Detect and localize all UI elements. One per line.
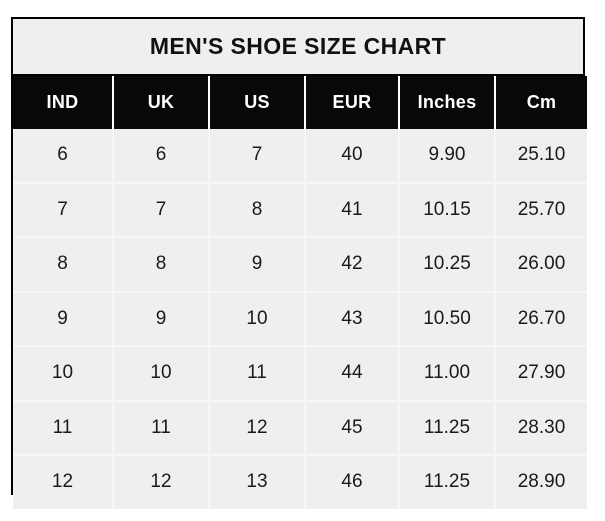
cell-cm: 25.70 — [495, 182, 587, 238]
cell-cm: 26.70 — [495, 291, 587, 347]
cell-uk: 6 — [113, 129, 210, 184]
cell-uk: 10 — [113, 346, 210, 402]
cell-ind: 11 — [13, 400, 114, 456]
cell-inches: 9.90 — [399, 129, 496, 184]
cell-us: 10 — [209, 291, 306, 347]
cell-us: 11 — [209, 346, 306, 402]
cell-cm: 26.00 — [495, 237, 587, 293]
cell-uk: 11 — [113, 400, 210, 456]
cell-eur: 43 — [305, 291, 400, 347]
column-header-ind: IND — [13, 76, 114, 129]
size-chart-container: MEN'S SHOE SIZE CHART IND UK US EUR Inch… — [11, 17, 587, 509]
cell-ind: 9 — [13, 291, 114, 347]
cell-uk: 8 — [113, 237, 210, 293]
column-header-inches: Inches — [399, 76, 496, 129]
cell-inches: 10.25 — [399, 237, 496, 293]
cell-cm: 27.90 — [495, 346, 587, 402]
cell-us: 12 — [209, 400, 306, 456]
cell-eur: 42 — [305, 237, 400, 293]
table-header-row: IND UK US EUR Inches Cm — [13, 76, 587, 129]
cell-us: 8 — [209, 182, 306, 238]
cell-eur: 46 — [305, 455, 400, 509]
cell-uk: 9 — [113, 291, 210, 347]
cell-us: 13 — [209, 455, 306, 509]
cell-inches: 10.15 — [399, 182, 496, 238]
cell-inches: 11.25 — [399, 455, 496, 509]
page-title: MEN'S SHOE SIZE CHART — [13, 19, 583, 76]
cell-us: 7 — [209, 129, 306, 184]
shoe-size-table: IND UK US EUR Inches Cm 6 6 7 40 9.90 25… — [13, 76, 587, 509]
cell-ind: 8 — [13, 237, 114, 293]
column-header-eur: EUR — [305, 76, 400, 129]
table-row: 6 6 7 40 9.90 25.10 — [13, 129, 587, 184]
cell-uk: 7 — [113, 182, 210, 238]
column-header-us: US — [209, 76, 306, 129]
cell-inches: 11.00 — [399, 346, 496, 402]
cell-ind: 10 — [13, 346, 114, 402]
cell-cm: 28.90 — [495, 455, 587, 509]
column-header-cm: Cm — [495, 76, 587, 129]
cell-eur: 45 — [305, 400, 400, 456]
cell-inches: 10.50 — [399, 291, 496, 347]
column-header-uk: UK — [113, 76, 210, 129]
cell-ind: 7 — [13, 182, 114, 238]
table-header: IND UK US EUR Inches Cm — [13, 76, 587, 129]
table-row: 11 11 12 45 11.25 28.30 — [13, 400, 587, 456]
cell-eur: 40 — [305, 129, 400, 184]
cell-cm: 25.10 — [495, 129, 587, 184]
table-row: 12 12 13 46 11.25 28.90 — [13, 455, 587, 509]
cell-ind: 6 — [13, 129, 114, 184]
cell-inches: 11.25 — [399, 400, 496, 456]
table-row: 9 9 10 43 10.50 26.70 — [13, 291, 587, 347]
cell-us: 9 — [209, 237, 306, 293]
cell-ind: 12 — [13, 455, 114, 509]
table-body: 6 6 7 40 9.90 25.10 7 7 8 41 10.15 25.70… — [13, 129, 587, 509]
table-row: 10 10 11 44 11.00 27.90 — [13, 346, 587, 402]
cell-cm: 28.30 — [495, 400, 587, 456]
cell-uk: 12 — [113, 455, 210, 509]
table-row: 7 7 8 41 10.15 25.70 — [13, 182, 587, 238]
table-row: 8 8 9 42 10.25 26.00 — [13, 237, 587, 293]
cell-eur: 44 — [305, 346, 400, 402]
cell-eur: 41 — [305, 182, 400, 238]
